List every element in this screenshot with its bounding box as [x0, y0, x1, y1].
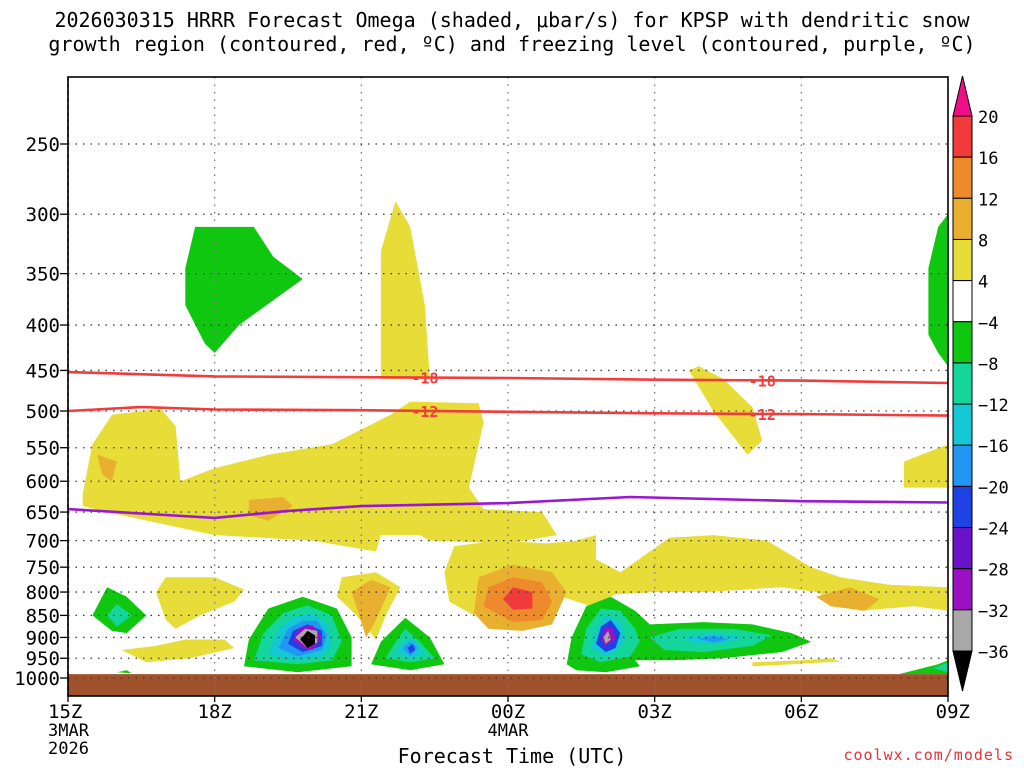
colorbar-swatch: [952, 321, 973, 364]
colorbar-label: −32: [978, 602, 1009, 622]
chart-title-line-2: growth region (contoured, red, ºC) and f…: [48, 32, 976, 56]
y-tick-label: 350: [26, 264, 60, 286]
x-tick-label: 09Z: [936, 701, 970, 723]
colorbar-top-arrow: [952, 75, 973, 117]
watermark: coolwx.com/models: [843, 746, 1014, 764]
x-tick-sublabel: 3MAR: [48, 721, 90, 741]
omega-band-4: [444, 535, 948, 616]
x-tick-sublabel: 2026: [48, 739, 89, 759]
omega-shading: [82, 201, 948, 675]
plot-area: -18 -18 -12 -12: [67, 77, 949, 696]
omega-band-4: [121, 639, 235, 663]
y-tick-label: 600: [26, 471, 60, 493]
colorbar-label: 20: [978, 108, 998, 128]
y-axis: 2503003504004505005506006507007508008509…: [14, 134, 68, 690]
colorbar-swatch: [952, 238, 973, 282]
omega-band-16: [503, 587, 533, 610]
x-axis-title: Forecast Time (UTC): [397, 744, 627, 768]
contour-label: -18: [411, 370, 438, 388]
x-tick-label: 15Z: [48, 701, 82, 723]
omega-band-neg8: [116, 670, 132, 674]
contour-line: [67, 495, 949, 520]
omega-band-4: [904, 444, 948, 488]
contour-label: -12: [749, 406, 776, 424]
y-tick-label: 750: [26, 557, 60, 579]
colorbar-swatch: [952, 197, 973, 240]
colorbar-swatch: [952, 280, 973, 323]
colorbar-label: −24: [978, 520, 1009, 540]
omega-band-neg8: [185, 226, 303, 353]
y-tick-label: 1000: [14, 668, 60, 690]
x-tick-label: 00Z: [491, 701, 525, 723]
colorbar-swatch: [952, 115, 973, 158]
colorbar-swatch: [952, 485, 973, 529]
omega-band-8: [248, 497, 293, 521]
colorbar-label: −28: [978, 561, 1009, 581]
omega-band-4: [688, 366, 763, 455]
y-tick-label: 700: [26, 531, 60, 553]
chart-title-line-1: 2026030315 HRRR Forecast Omega (shaded, …: [54, 8, 970, 32]
colorbar-bottom-arrow: [952, 650, 973, 692]
omega-band-4: [752, 658, 841, 667]
y-tick-label: 300: [26, 204, 60, 226]
colorbar-label: −8: [978, 355, 998, 375]
x-tick-sublabel: 4MAR: [488, 721, 530, 741]
omega-band-4: [380, 201, 430, 379]
y-tick-label: 900: [26, 627, 60, 649]
y-tick-label: 850: [26, 605, 60, 627]
contour-line: [67, 370, 949, 385]
omega-band-4: [82, 401, 557, 552]
omega-band-neg24: [407, 643, 416, 654]
colorbar-swatch: [952, 444, 973, 487]
series-0: -18 -18 -12 -12: [67, 370, 949, 424]
y-tick-label: 950: [26, 648, 60, 670]
x-tick-label: 03Z: [638, 701, 672, 723]
y-tick-label: 400: [26, 315, 60, 337]
colorbar-label: −36: [978, 643, 1009, 663]
colorbar-label: −16: [978, 437, 1009, 457]
colorbar-label: 16: [978, 149, 998, 169]
colorbar-swatch: [952, 609, 973, 652]
omega-band-8: [97, 454, 117, 482]
omega-band-8: [351, 579, 391, 638]
y-tick-label: 250: [26, 134, 60, 156]
colorbar-swatch: [952, 568, 973, 611]
colorbar: 20 16 12 8 4 −4 −8 −12 −16 −20 −24 −28 −32 −36: [952, 75, 1009, 692]
omega-band-neg12: [107, 603, 132, 627]
omega-band-4: [156, 577, 244, 629]
x-tick-label: 06Z: [784, 701, 818, 723]
omega-band-8: [816, 587, 880, 611]
colorbar-swatch: [952, 403, 973, 446]
omega-band-neg36: [300, 630, 315, 648]
contour-label: -18: [749, 372, 776, 390]
y-tick-label: 450: [26, 360, 60, 382]
colorbar-label: 4: [978, 273, 988, 293]
y-tick-label: 800: [26, 582, 60, 604]
omega-band-neg8: [928, 214, 948, 367]
colorbar-label: −20: [978, 478, 1009, 498]
x-tick-label: 18Z: [198, 701, 232, 723]
contour-line: [67, 405, 949, 417]
omega-band-neg32: [603, 630, 611, 644]
y-tick-label: 500: [26, 401, 60, 423]
colorbar-swatch: [952, 156, 973, 199]
colorbar-swatch: [952, 362, 973, 405]
colorbar-label: 8: [978, 231, 988, 251]
y-tick-label: 650: [26, 502, 60, 524]
series-1: [67, 495, 949, 520]
omega-band-neg8: [899, 660, 948, 675]
colorbar-swatch: [952, 527, 973, 570]
x-tick-label: 21Z: [344, 701, 378, 723]
colorbar-label: −4: [978, 314, 998, 334]
colorbar-label: −12: [978, 396, 1009, 416]
contour-label: -12: [411, 403, 438, 421]
y-tick-label: 550: [26, 438, 60, 460]
omega-band-neg12: [933, 662, 948, 673]
colorbar-label: 12: [978, 190, 998, 210]
